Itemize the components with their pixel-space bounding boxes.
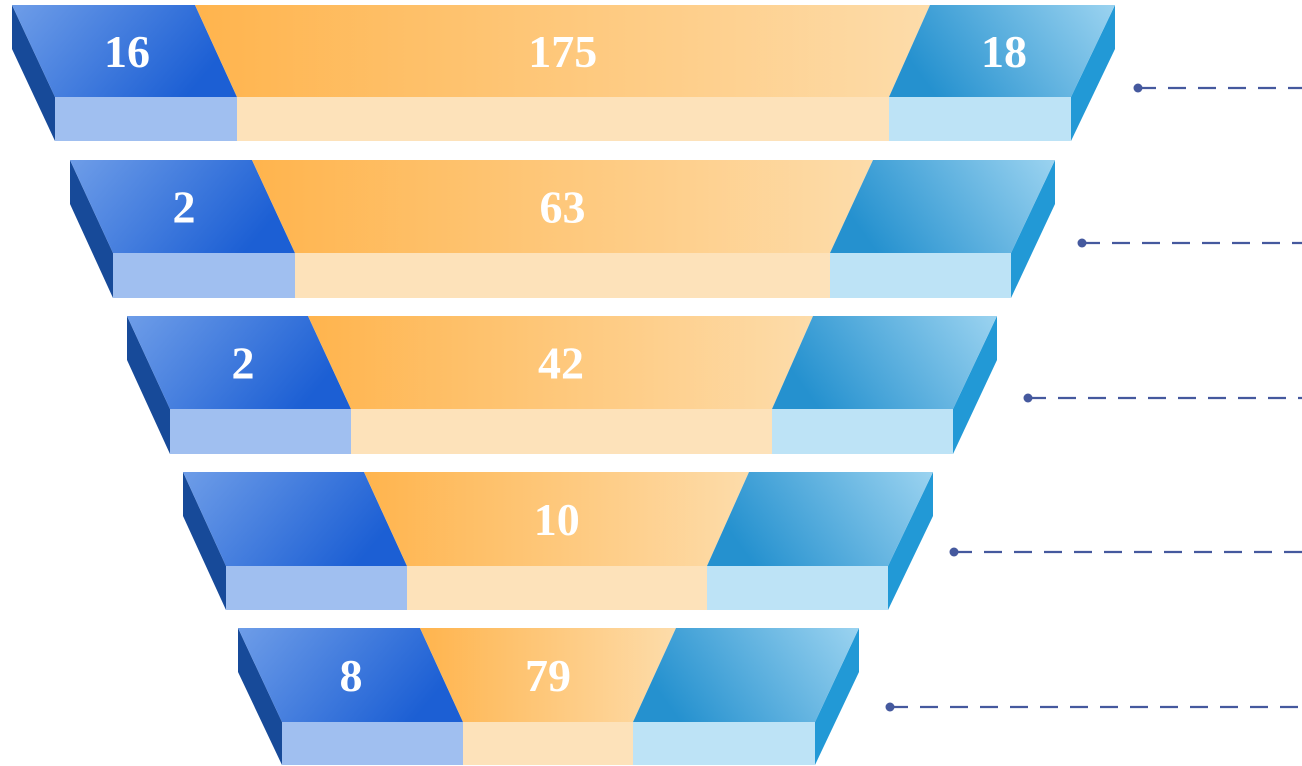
left-top-face [183,472,407,566]
right-front-band [889,97,1071,141]
center-front-band [407,566,707,610]
center-top-face [195,5,930,97]
left-side-face [12,5,55,141]
center-top-face [364,472,749,566]
connector-5 [885,702,1302,712]
connector-4 [949,547,1302,557]
funnel-level-1: 16 175 18 [12,5,1115,141]
center-value-label: 10 [534,494,580,545]
funnel-levels: 16 175 18 2 63 2 42 10 8 79 [12,5,1115,765]
funnel-level-5: 8 79 [238,628,859,765]
left-side-face [127,316,170,454]
funnel-level-3: 2 42 [127,316,997,454]
left-top-face [70,160,295,253]
center-front-band [463,722,633,765]
left-value-label: 2 [232,338,255,389]
left-front-band [226,566,407,610]
center-top-face [420,628,676,722]
right-side-face [888,472,933,610]
left-top-face [12,5,237,97]
left-top-face [127,316,351,409]
left-front-band [113,253,295,298]
right-side-face [815,628,859,765]
left-top-face [238,628,463,722]
connector-2 [1077,238,1302,248]
left-side-face [70,160,113,298]
right-top-face [707,472,933,566]
center-front-band [295,253,830,298]
left-value-label: 2 [173,182,196,233]
center-top-face [252,160,873,253]
right-top-face [830,160,1055,253]
left-value-label: 16 [104,26,150,77]
funnel-level-4: 10 [183,472,933,610]
right-front-band [772,409,953,454]
left-front-band [55,97,237,141]
right-front-band [633,722,815,765]
connector-3 [1023,393,1302,403]
left-side-face [238,628,282,765]
right-top-face [772,316,997,409]
left-front-band [170,409,351,454]
right-side-face [1071,5,1115,141]
right-side-face [1011,160,1055,298]
right-top-face [889,5,1115,97]
left-side-face [183,472,226,610]
center-front-band [351,409,772,454]
left-value-label: 8 [340,650,363,701]
center-top-face [308,316,813,409]
funnel-level-2: 2 63 [70,160,1055,298]
right-front-band [830,253,1011,298]
right-side-face [953,316,997,454]
center-value-label: 63 [540,182,586,233]
center-front-band [237,97,889,141]
center-value-label: 79 [525,650,571,701]
right-front-band [707,566,888,610]
connector-1 [1133,83,1302,93]
center-value-label: 42 [538,338,584,389]
connector-lines [885,83,1302,712]
right-top-face [633,628,859,722]
center-value-label: 175 [528,26,597,77]
right-value-label: 18 [981,26,1027,77]
left-front-band [282,722,463,765]
